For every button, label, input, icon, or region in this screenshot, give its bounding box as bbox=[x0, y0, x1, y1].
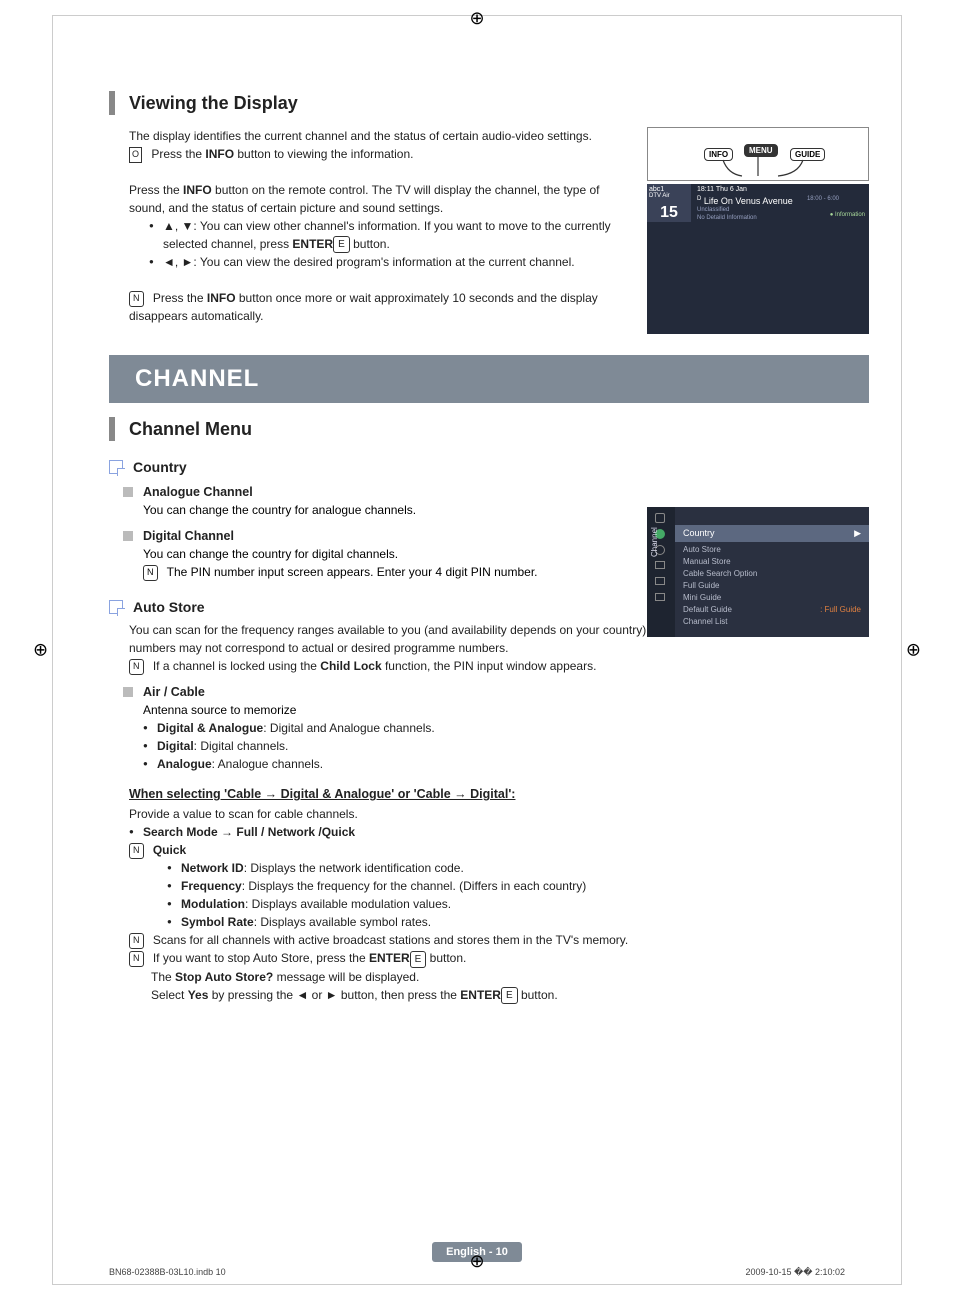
operate-icon: O bbox=[129, 147, 142, 163]
page-frame: ⊕ ⊕ ⊕ Viewing the Display INFO MENU GUID… bbox=[52, 15, 902, 1285]
registration-mark-right: ⊕ bbox=[906, 640, 921, 661]
osd-class: Unclassified bbox=[697, 207, 729, 213]
section-heading: Viewing the Display bbox=[129, 93, 298, 114]
frequency-line: Frequency: Displays the frequency for th… bbox=[167, 877, 869, 895]
note-icon: N bbox=[129, 933, 144, 949]
note-icon: N bbox=[129, 659, 144, 675]
note-icon: N bbox=[129, 951, 144, 967]
doc-name: BN68-02388B-03L10.indb 10 bbox=[109, 1267, 226, 1278]
autostore-note: N If a channel is locked using the Child… bbox=[129, 657, 869, 675]
note-icon: N bbox=[143, 565, 158, 581]
bullet-leftright: ◄, ►: You can view the desired program's… bbox=[149, 253, 619, 271]
bullet-da: Digital & Analogue: Digital and Analogue… bbox=[143, 719, 869, 737]
stop-autostore-note: N If you want to stop Auto Store, press … bbox=[129, 949, 869, 967]
q-icon bbox=[109, 460, 123, 474]
section-bar-icon bbox=[109, 91, 115, 115]
square-icon bbox=[123, 687, 133, 697]
section-channel-menu: Channel Menu bbox=[109, 417, 869, 441]
para2: Press the INFO button on the remote cont… bbox=[129, 181, 619, 217]
section-heading: Channel Menu bbox=[129, 419, 252, 440]
remote-lines bbox=[648, 128, 868, 180]
symbolrate-line: Symbol Rate: Displays available symbol r… bbox=[167, 913, 869, 931]
square-icon bbox=[123, 487, 133, 497]
content-area: Viewing the Display INFO MENU GUIDE bbox=[109, 91, 869, 1004]
networkid-line: Network ID: Displays the network identif… bbox=[167, 859, 869, 877]
search-mode-line: Search Mode → Full / Network /Quick bbox=[129, 823, 869, 841]
aircable-heading: Air / Cable bbox=[123, 685, 869, 699]
menu-side-label: Channel bbox=[650, 528, 659, 558]
osd-preview: abc1 DTV Air 15 18:11 Thu 6 Jan D Life O… bbox=[647, 184, 869, 334]
footer-meta: BN68-02388B-03L10.indb 10 2009-10-15 �� … bbox=[109, 1267, 845, 1278]
note-icon: N bbox=[129, 291, 144, 307]
country-heading: Country bbox=[109, 459, 869, 475]
channel-menu-figure: Channel Country▶ Auto Store Manual Store… bbox=[647, 507, 869, 637]
menu-icon-4 bbox=[655, 561, 665, 569]
note-disappear: N Press the INFO button once more or wai… bbox=[129, 289, 619, 325]
menu-item: Cable Search Option bbox=[683, 569, 757, 578]
osd-src: abc1 bbox=[649, 186, 689, 193]
osd-channel-number: 15 bbox=[647, 204, 691, 222]
osd-program: D Life On Venus Avenue bbox=[697, 196, 793, 206]
press-info-line: O Press the INFO button to viewing the i… bbox=[129, 145, 619, 163]
modulation-line: Modulation: Displays available modulatio… bbox=[167, 895, 869, 913]
aircable-text: Antenna source to memorize bbox=[143, 701, 869, 719]
menu-icon-6 bbox=[655, 593, 665, 601]
menu-item: Default Guide bbox=[683, 605, 732, 614]
registration-mark-left: ⊕ bbox=[33, 640, 48, 661]
remote-top-panel: INFO MENU GUIDE bbox=[647, 127, 869, 181]
square-icon bbox=[123, 531, 133, 541]
q-icon bbox=[109, 600, 123, 614]
select-yes: Select Yes by pressing the ◄ or ► button… bbox=[151, 986, 869, 1004]
quick-line: N Quick bbox=[129, 841, 869, 859]
registration-mark-top: ⊕ bbox=[469, 8, 484, 29]
scan-note: N Scans for all channels with active bro… bbox=[129, 931, 869, 949]
osd-time: 18:11 Thu 6 Jan bbox=[697, 186, 747, 193]
bullet-a: Analogue: Analogue channels. bbox=[143, 755, 869, 773]
timestamp: 2009-10-15 �� 2:10:02 bbox=[745, 1267, 845, 1278]
enter-icon: E bbox=[501, 987, 518, 1004]
menu-item: Channel List bbox=[683, 617, 727, 626]
bullet-updown: ▲, ▼: You can view other channel's infor… bbox=[149, 217, 619, 253]
cable-provide: Provide a value to scan for cable channe… bbox=[129, 805, 869, 823]
cable-heading: When selecting 'Cable → Digital & Analog… bbox=[129, 787, 869, 801]
osd-info-hint: ● Information bbox=[830, 212, 865, 218]
menu-icon-1 bbox=[655, 513, 665, 523]
bullet-d: Digital: Digital channels. bbox=[143, 737, 869, 755]
menu-highlight: Country▶ bbox=[675, 525, 869, 542]
menu-item: Mini Guide bbox=[683, 593, 721, 602]
remote-figure: INFO MENU GUIDE abc1 DTV Air 15 18: bbox=[647, 127, 869, 379]
osd-timeslot: 18:00 - 6:00 bbox=[807, 196, 839, 202]
menu-item: Auto Store bbox=[683, 545, 721, 554]
menu-item: Full Guide bbox=[683, 581, 719, 590]
intro-text: The display identifies the current chann… bbox=[129, 127, 619, 145]
menu-item: Manual Store bbox=[683, 557, 731, 566]
menu-item-right: : Full Guide bbox=[820, 605, 861, 614]
menu-icon-5 bbox=[655, 577, 665, 585]
section1-body: INFO MENU GUIDE abc1 DTV Air 15 18: bbox=[109, 127, 869, 325]
enter-icon: E bbox=[410, 951, 427, 968]
analogue-channel-heading: Analogue Channel bbox=[123, 485, 869, 499]
section-viewing-display: Viewing the Display bbox=[109, 91, 869, 115]
osd-dtv: DTV Air bbox=[649, 193, 689, 199]
section-bar-icon bbox=[109, 417, 115, 441]
osd-nodetail: No Detaild Information bbox=[697, 215, 757, 221]
note-icon: N bbox=[129, 843, 144, 859]
stop-msg: The Stop Auto Store? message will be dis… bbox=[151, 968, 869, 986]
enter-icon: E bbox=[333, 236, 350, 253]
